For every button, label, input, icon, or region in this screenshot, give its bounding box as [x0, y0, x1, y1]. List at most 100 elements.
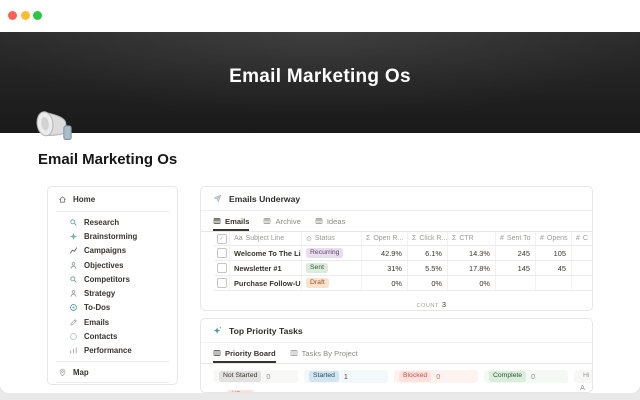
- cell-sent-to[interactable]: 145: [496, 261, 536, 276]
- board-column-blocked[interactable]: Blocked 0: [394, 370, 478, 383]
- select-type-icon: ⊙: [306, 235, 312, 243]
- column-header-status[interactable]: ⊙ Status: [302, 232, 362, 246]
- sidebar-item-campaigns[interactable]: Campaigns: [48, 244, 177, 258]
- table-icon: [315, 218, 323, 224]
- cell-status[interactable]: Draft: [302, 276, 362, 291]
- sidebar-item-label: Brainstorming: [84, 231, 138, 241]
- collapse-toggle-icon[interactable]: ▼: [217, 393, 222, 394]
- tab-tasks-by-project[interactable]: Tasks By Project: [290, 343, 358, 363]
- cell-ctr[interactable]: 14.3%: [448, 246, 496, 261]
- tab-label: Ideas: [326, 216, 346, 226]
- table-row[interactable]: Purchase Follow-Up Draft 0% 0% 0%: [214, 276, 592, 291]
- sidebar-item-home[interactable]: Home: [48, 191, 177, 208]
- board-column-not-started[interactable]: Not Started 0: [214, 370, 298, 383]
- table-row[interactable]: Welcome To The List Recurring 42.9% 6.1%…: [214, 246, 592, 261]
- cell-click-rate[interactable]: 5.5%: [408, 261, 448, 276]
- emails-tabs: Emails Archive Ideas: [201, 211, 592, 232]
- sidebar-item-brainstorming[interactable]: Brainstorming: [48, 229, 177, 243]
- cell-open-rate[interactable]: 42.9%: [362, 246, 408, 261]
- cell-clipped: [572, 276, 592, 291]
- column-header-click-rate[interactable]: Σ Click R...: [408, 232, 448, 246]
- cell-click-rate[interactable]: 6.1%: [408, 246, 448, 261]
- cell-click-rate[interactable]: 0%: [408, 276, 448, 291]
- tab-label: Tasks By Project: [301, 348, 358, 358]
- cell-status[interactable]: Sent: [302, 261, 362, 276]
- sidebar-item-label: Campaigns: [84, 246, 127, 256]
- checkbox-cell: [214, 246, 230, 261]
- sidebar-item-competitors[interactable]: Competitors: [48, 272, 177, 286]
- number-type-icon: #: [540, 235, 544, 242]
- cell-sent-to[interactable]: [496, 276, 536, 291]
- formula-type-icon: Σ: [452, 235, 457, 242]
- cell-subject[interactable]: Welcome To The List: [230, 246, 302, 261]
- status-badge: Not Started: [219, 371, 262, 382]
- column-header-clipped[interactable]: # C: [572, 232, 592, 246]
- status-badge: Complete: [489, 371, 527, 382]
- sidebar-item-contacts[interactable]: Contacts: [48, 329, 177, 343]
- search-icon: [70, 219, 77, 226]
- sidebar-item-label: Map: [73, 367, 89, 377]
- cell-open-rate[interactable]: 31%: [362, 261, 408, 276]
- checkbox-cell: [214, 261, 230, 276]
- sidebar: Home Research Brainstorming Campaigns Ob…: [47, 186, 178, 385]
- sidebar-item-strategy[interactable]: Strategy: [48, 286, 177, 300]
- map-pin-icon: [59, 368, 66, 376]
- table-icon: [213, 218, 221, 224]
- close-window-button[interactable]: [8, 11, 17, 20]
- board-column-complete[interactable]: Complete 0: [484, 370, 568, 383]
- cell-status[interactable]: Recurring: [302, 246, 362, 261]
- cell-opens[interactable]: 105: [536, 246, 572, 261]
- table-row[interactable]: Newsletter #1 Sent 31% 5.5% 17.8% 145 45: [214, 261, 592, 276]
- formula-type-icon: Σ: [366, 235, 371, 242]
- circle-icon: [70, 333, 77, 340]
- cell-opens[interactable]: 45: [536, 261, 572, 276]
- column-header-opens[interactable]: # Opens: [536, 232, 572, 246]
- sidebar-item-research[interactable]: Research: [48, 215, 177, 229]
- checkbox[interactable]: [216, 263, 227, 273]
- minimize-window-button[interactable]: [20, 11, 30, 20]
- checkbox[interactable]: [216, 278, 227, 288]
- cell-sent-to[interactable]: 245: [496, 246, 536, 261]
- cell-opens[interactable]: [536, 276, 572, 291]
- fire-icon: [243, 392, 250, 394]
- cell-ctr[interactable]: 17.8%: [448, 261, 496, 276]
- checkbox[interactable]: [216, 248, 227, 258]
- sidebar-item-objectives[interactable]: Objectives: [48, 258, 177, 272]
- board-icon: [213, 350, 221, 356]
- sidebar-item-emails[interactable]: Emails: [48, 315, 177, 329]
- sidebar-item-label: Research: [84, 217, 120, 227]
- column-header-subject[interactable]: Aa Subject Line: [230, 232, 302, 246]
- sidebar-item-label: Performance: [84, 346, 132, 356]
- sidebar-item-performance[interactable]: Performance: [48, 344, 177, 358]
- paper-plane-icon: [213, 194, 222, 203]
- zoom-window-button[interactable]: [33, 11, 42, 20]
- tab-priority-board[interactable]: Priority Board: [213, 343, 276, 363]
- cell-open-rate[interactable]: 0%: [362, 276, 408, 291]
- board-column-started[interactable]: Started 1: [304, 370, 388, 383]
- sidebar-item-map[interactable]: Map: [48, 365, 177, 379]
- cell-subject[interactable]: Newsletter #1: [230, 261, 302, 276]
- tab-emails[interactable]: Emails: [213, 211, 249, 231]
- cell-subject[interactable]: Purchase Follow-Up: [230, 276, 302, 291]
- cell-ctr[interactable]: 0%: [448, 276, 496, 291]
- table-count[interactable]: COUNT 3: [214, 294, 446, 310]
- tab-ideas[interactable]: Ideas: [315, 211, 346, 231]
- search-icon: [70, 276, 77, 283]
- sidebar-item-label: Strategy: [84, 289, 116, 299]
- cover-banner: Email Marketing Os: [0, 32, 640, 133]
- header-checkbox-cell[interactable]: ✓: [214, 232, 230, 246]
- tab-archive[interactable]: Archive: [263, 211, 301, 231]
- board-group-hp[interactable]: ▼ HP 1: [217, 389, 592, 394]
- column-header-sent-to[interactable]: # Sent To: [496, 232, 536, 246]
- column-count: 0: [266, 372, 271, 381]
- column-header-open-rate[interactable]: Σ Open R...: [362, 232, 408, 246]
- sidebar-item-label: To-Dos: [84, 303, 111, 313]
- number-type-icon: #: [500, 235, 504, 242]
- board-column-clipped[interactable]: Hi: [574, 370, 592, 383]
- sidebar-item-todos[interactable]: To-Dos: [48, 301, 177, 315]
- status-badge: Sent: [306, 262, 328, 274]
- section-title: Top Priority Tasks: [229, 325, 303, 336]
- column-header-ctr[interactable]: Σ CTR: [448, 232, 496, 246]
- main-content: Emails Underway Emails Archive Ideas: [200, 186, 593, 393]
- checkbox[interactable]: ✓: [216, 233, 227, 244]
